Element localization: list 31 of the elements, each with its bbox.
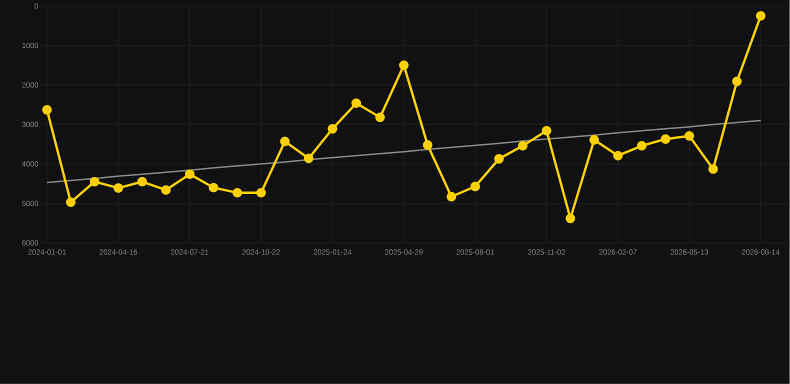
point: [232, 188, 242, 198]
point: [184, 169, 195, 180]
point: [732, 76, 742, 86]
point: [708, 164, 718, 174]
point: [542, 126, 552, 136]
point: [422, 140, 432, 150]
point: [114, 183, 124, 193]
point: [375, 112, 385, 122]
point: [613, 150, 623, 161]
point: [756, 11, 766, 21]
point: [328, 124, 338, 134]
point: [256, 188, 266, 198]
point: [137, 176, 147, 187]
point: [636, 141, 647, 151]
point: [351, 98, 362, 108]
point: [446, 192, 456, 202]
point: [518, 141, 528, 151]
point: [280, 136, 290, 146]
point: [161, 185, 171, 195]
point: [660, 134, 670, 144]
point: [42, 105, 52, 115]
point: [684, 131, 694, 141]
point: [90, 176, 100, 187]
point: [208, 182, 218, 192]
point: [304, 154, 314, 164]
point: [66, 198, 76, 208]
point: [566, 214, 576, 224]
point: [494, 154, 504, 164]
point: [589, 135, 599, 145]
point: [470, 182, 480, 192]
point: [399, 60, 409, 70]
